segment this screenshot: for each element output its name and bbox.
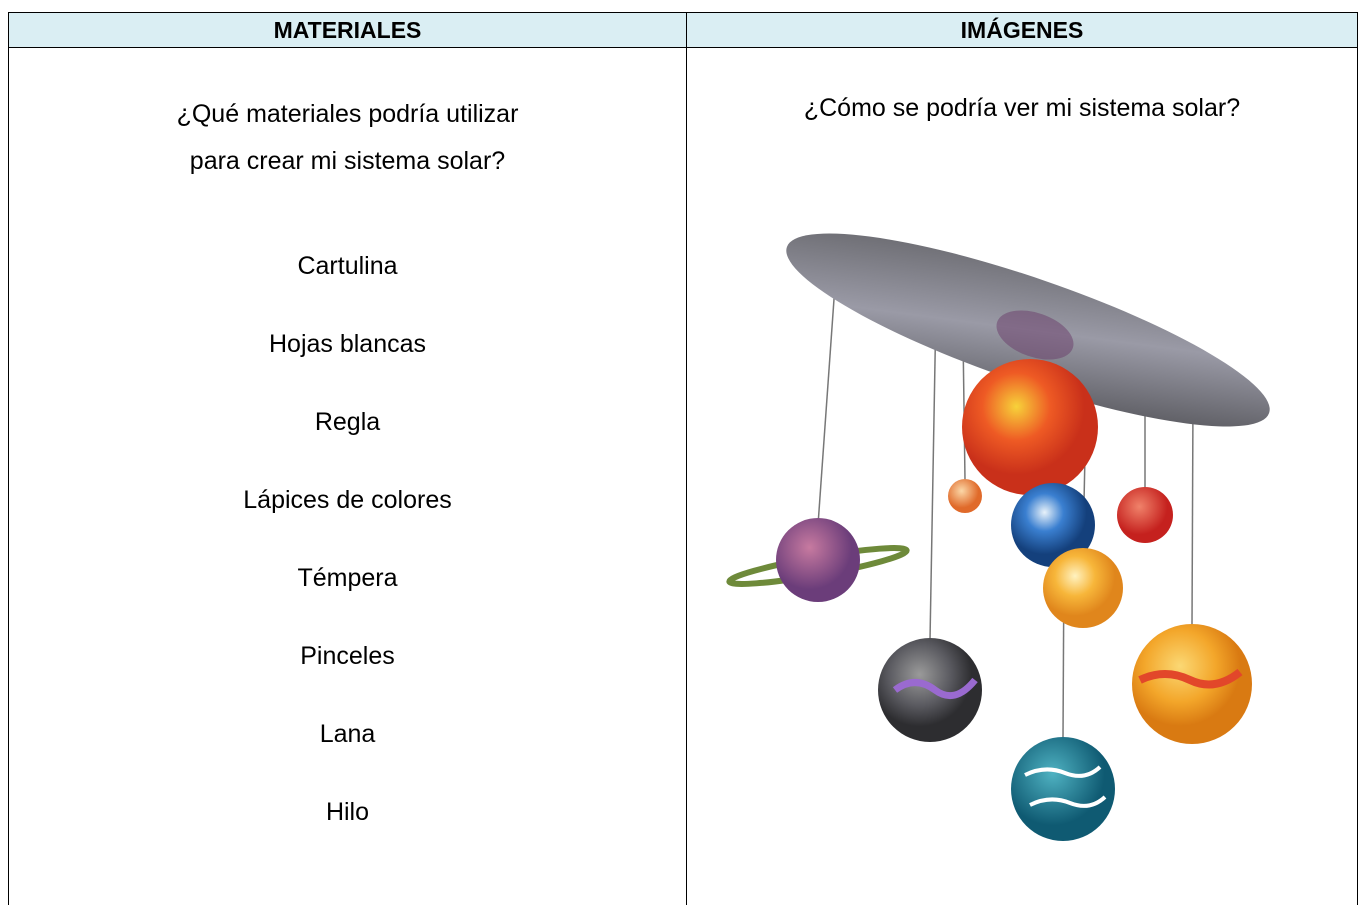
material-item: Lápices de colores [243, 486, 452, 514]
material-item: Témpera [297, 564, 398, 592]
planet-stripes [1024, 765, 1107, 808]
planet [1117, 487, 1173, 543]
question: ¿Cómo se podría ver mi sistema solar? [803, 94, 1241, 122]
planet-stripe [1138, 668, 1243, 689]
planet [948, 479, 982, 513]
question: ¿Qué materiales podría utilizar para cre… [9, 91, 686, 185]
planet-stripe [892, 677, 978, 700]
column-header: MATERIALES [9, 13, 687, 48]
material-item: Cartulina [297, 252, 398, 280]
materials-list: Cartulina Hojas blancas Regla Lápices de co… [9, 251, 686, 875]
planet [1011, 737, 1115, 841]
planet [1011, 483, 1095, 567]
material-item: Hojas blancas [268, 330, 427, 358]
table: MATERIALES IMÁGENES ¿Qué materiales podr… [8, 12, 1358, 905]
planet [776, 518, 860, 602]
disc-shadow [996, 310, 1074, 360]
column-header: IMÁGENES [687, 13, 1357, 48]
column-divider [686, 47, 687, 905]
material-item: Hilo [325, 798, 370, 826]
material-item: Lana [319, 720, 376, 748]
question-line: para crear mi sistema solar? [189, 147, 506, 175]
material-item: Regla [314, 408, 381, 436]
material-item: Pinceles [300, 642, 395, 670]
question-line: ¿Qué materiales podría utilizar [176, 100, 519, 128]
solar-system-image [726, 233, 1270, 841]
sun [962, 359, 1098, 495]
planet [1043, 548, 1123, 628]
